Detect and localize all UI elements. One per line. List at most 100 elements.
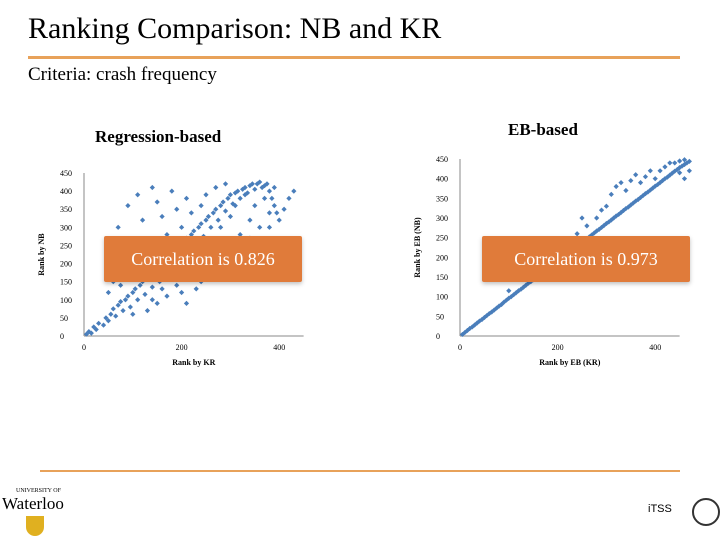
x-tick-label: 400 <box>649 343 661 352</box>
y-tick-label: 400 <box>436 175 448 184</box>
data-point <box>142 291 148 297</box>
data-point <box>486 310 492 317</box>
data-point <box>469 324 475 330</box>
left-panel-title: Regression-based <box>95 127 222 146</box>
data-point <box>196 224 202 230</box>
data-point <box>657 168 663 174</box>
data-point <box>118 282 124 288</box>
data-point <box>210 210 216 216</box>
data-point <box>611 215 617 221</box>
data-point <box>491 307 497 313</box>
data-point <box>662 164 668 170</box>
data-point <box>179 224 185 230</box>
data-point <box>637 180 644 186</box>
slide-title: Ranking Comparison: NB and KR <box>28 12 442 45</box>
data-point <box>603 203 609 209</box>
y-tick-label: 0 <box>60 332 64 341</box>
y-tick-label: 150 <box>436 273 448 282</box>
data-point <box>633 172 639 178</box>
data-point <box>667 160 673 166</box>
data-point <box>205 213 212 220</box>
y-tick-label: 100 <box>60 296 72 305</box>
logo-wordmark: Waterloo <box>2 494 64 513</box>
data-point <box>598 207 605 213</box>
data-point <box>179 289 185 296</box>
x-axis-label: Rank by EB (KR) <box>539 358 600 367</box>
waterloo-logo: UNIVERSITY OF Waterloo <box>2 488 72 538</box>
y-tick-label: 300 <box>436 214 448 223</box>
data-point <box>506 295 512 301</box>
data-point <box>479 316 485 323</box>
data-point <box>271 203 277 209</box>
logo-university-line: UNIVERSITY OF <box>16 488 61 494</box>
data-point <box>135 192 141 198</box>
data-point <box>222 181 229 187</box>
data-point <box>218 224 224 230</box>
y-tick-label: 150 <box>60 278 72 287</box>
y-tick-label: 450 <box>436 155 448 164</box>
title-underline <box>28 56 680 59</box>
data-point <box>264 181 270 187</box>
x-tick-label: 0 <box>82 343 86 352</box>
data-point <box>139 217 146 223</box>
data-point <box>679 163 685 169</box>
data-point <box>652 176 658 182</box>
y-tick-label: 200 <box>436 253 448 262</box>
data-point <box>220 199 226 205</box>
data-point <box>215 217 221 223</box>
data-point <box>110 306 116 312</box>
y-axis-label: Rank by EB (NB) <box>413 217 422 278</box>
data-point <box>620 207 627 214</box>
data-point <box>252 186 258 192</box>
data-point <box>222 208 229 214</box>
data-point <box>174 206 180 212</box>
data-point <box>154 199 160 205</box>
data-point <box>227 192 233 198</box>
right-panel-title: EB-based <box>508 120 578 139</box>
data-point <box>135 297 141 303</box>
data-point <box>681 176 688 182</box>
data-point <box>130 311 136 317</box>
data-point <box>474 320 480 326</box>
x-tick-label: 400 <box>273 343 285 352</box>
footer-rule <box>40 470 680 472</box>
y-tick-label: 250 <box>436 234 448 243</box>
data-point <box>149 184 155 191</box>
y-tick-label: 250 <box>60 241 72 250</box>
data-point <box>247 217 253 223</box>
data-point <box>266 224 273 230</box>
crest-icon <box>26 516 44 536</box>
y-tick-label: 350 <box>60 205 72 214</box>
data-point <box>630 200 636 206</box>
data-point <box>83 331 90 337</box>
data-point <box>130 289 136 296</box>
data-point <box>618 180 624 186</box>
data-point <box>481 314 487 321</box>
data-point <box>276 217 282 223</box>
data-point <box>183 300 190 306</box>
data-point <box>169 188 175 194</box>
data-point <box>625 204 631 210</box>
data-point <box>269 195 275 201</box>
data-point <box>249 181 255 187</box>
left-correlation-callout: Correlation is 0.826 <box>104 236 302 282</box>
data-point <box>164 231 170 238</box>
y-tick-label: 0 <box>436 332 440 341</box>
data-point <box>86 329 92 335</box>
data-point <box>496 303 502 309</box>
data-point <box>108 311 114 317</box>
data-point <box>183 195 190 201</box>
data-point <box>623 187 629 194</box>
itss-logo: iTSS <box>648 503 672 515</box>
data-point <box>608 191 614 197</box>
right-correlation-callout: Correlation is 0.973 <box>482 236 690 282</box>
data-point <box>105 318 111 324</box>
data-point <box>242 192 248 198</box>
data-point <box>476 318 483 324</box>
data-point <box>88 330 94 336</box>
data-point <box>122 297 129 303</box>
data-point <box>144 308 151 314</box>
data-point <box>616 211 622 218</box>
data-point <box>677 170 683 176</box>
x-tick-label: 0 <box>458 343 462 352</box>
